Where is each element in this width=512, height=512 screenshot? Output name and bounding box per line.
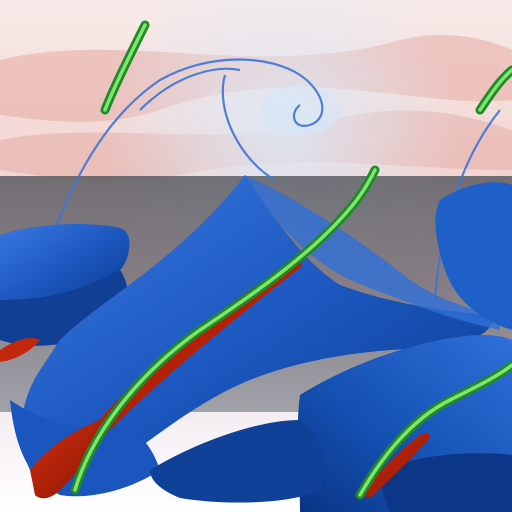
streamline-tube	[70, 20, 512, 500]
red-sheet	[0, 260, 430, 499]
